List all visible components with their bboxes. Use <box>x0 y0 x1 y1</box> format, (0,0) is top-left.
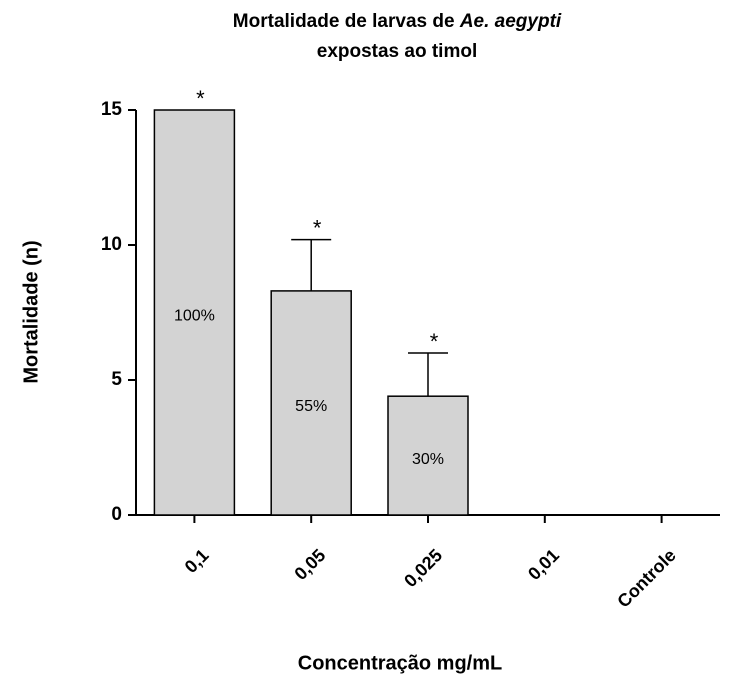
bar-annotation: 30% <box>412 451 444 468</box>
y-tick-label: 15 <box>101 99 123 120</box>
bar <box>153 109 236 516</box>
x-tick-label: Controle <box>613 545 679 611</box>
x-axis-label: Concentração mg/mL <box>298 652 502 674</box>
y-axis-label: Mortalidade (n) <box>20 240 42 383</box>
y-tick-label: 10 <box>101 234 122 255</box>
bar-annotation: 100% <box>174 308 215 325</box>
title-line: Mortalidade de larvas de <box>233 11 455 32</box>
x-tick-label: 0,1 <box>181 545 213 577</box>
title-species: Ae. aegypti <box>459 11 562 32</box>
significance-mark: * <box>313 215 322 240</box>
chart-title: Mortalidade de larvas de Ae. aegypti <box>233 11 562 32</box>
y-tick-label: 0 <box>111 504 122 525</box>
significance-mark: * <box>430 329 439 354</box>
y-tick-label: 5 <box>111 369 122 390</box>
chart-title: expostas ao timol <box>317 41 478 62</box>
x-tick-label: 0,05 <box>290 545 329 584</box>
bar <box>270 290 352 516</box>
x-tick-label: 0,01 <box>524 545 563 584</box>
x-tick-label: 0,025 <box>400 545 446 591</box>
bar-annotation: 55% <box>295 398 327 415</box>
bar <box>387 395 469 516</box>
significance-mark: * <box>196 86 205 111</box>
